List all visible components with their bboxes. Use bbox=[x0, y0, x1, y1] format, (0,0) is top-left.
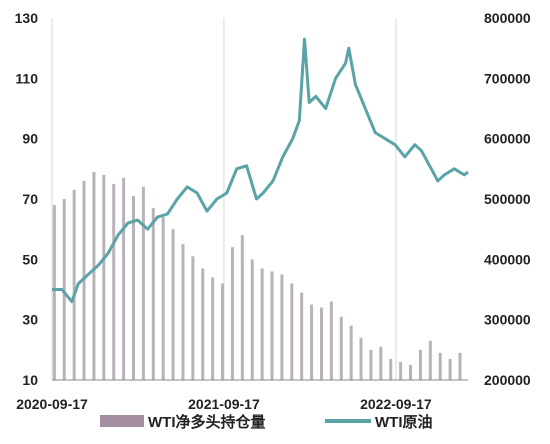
y-left-tick-label: 130 bbox=[15, 10, 39, 26]
bar bbox=[379, 346, 383, 380]
x-tick-label: 2022-09-17 bbox=[360, 396, 432, 412]
y-left-tick-label: 110 bbox=[15, 70, 38, 86]
y-right-tick-label: 800000 bbox=[484, 10, 531, 26]
right-axis: 200000 300000 400000 500000 600000 700000 8000… bbox=[484, 10, 531, 388]
legend-swatch-bar bbox=[100, 415, 144, 427]
bar bbox=[161, 217, 165, 380]
bar bbox=[141, 186, 145, 380]
line-wti-crude bbox=[52, 37, 469, 304]
bar bbox=[230, 247, 234, 380]
bar bbox=[389, 358, 393, 380]
y-right-tick-label: 300000 bbox=[484, 312, 531, 328]
x-tick-label: 2020-09-17 bbox=[16, 396, 88, 412]
bar bbox=[399, 361, 403, 380]
y-right-tick-label: 500000 bbox=[484, 191, 531, 207]
left-axis: 10 30 50 70 90 110 130 bbox=[15, 10, 39, 388]
legend: WTI净多头持仓量 WTI原油 bbox=[100, 413, 433, 431]
y-left-tick-label: 10 bbox=[22, 372, 38, 388]
bar bbox=[240, 235, 244, 380]
y-left-tick-label: 30 bbox=[22, 312, 38, 328]
bar bbox=[418, 349, 422, 380]
legend-label-line: WTI原油 bbox=[375, 413, 433, 431]
bar bbox=[438, 352, 442, 380]
y-left-tick-label: 50 bbox=[22, 251, 38, 267]
x-tick-label: 2021-09-17 bbox=[188, 396, 260, 412]
y-right-tick-label: 200000 bbox=[484, 372, 531, 388]
bar bbox=[72, 189, 76, 380]
bar bbox=[62, 199, 66, 380]
bar bbox=[359, 337, 363, 380]
y-right-tick-label: 400000 bbox=[484, 251, 531, 267]
bar bbox=[221, 283, 225, 380]
line-series-wti-crude bbox=[52, 37, 469, 304]
bar bbox=[369, 349, 373, 380]
bar bbox=[92, 171, 96, 380]
bar bbox=[300, 292, 304, 380]
bar bbox=[52, 205, 56, 380]
bar bbox=[270, 271, 274, 380]
bar bbox=[280, 274, 284, 380]
bar bbox=[151, 208, 155, 380]
bar bbox=[171, 229, 175, 380]
bar bbox=[250, 259, 254, 380]
bar bbox=[339, 316, 343, 380]
legend-label-bar: WTI净多头持仓量 bbox=[148, 413, 266, 431]
bar bbox=[211, 277, 215, 380]
bar bbox=[260, 268, 264, 380]
bar bbox=[191, 256, 195, 380]
y-right-tick-label: 600000 bbox=[484, 131, 531, 147]
bar bbox=[458, 352, 462, 380]
y-right-tick-label: 700000 bbox=[484, 70, 531, 86]
bar bbox=[310, 304, 314, 380]
bar-series-wti-net-long bbox=[52, 171, 462, 380]
x-axis-labels: 2020-09-17 2021-09-17 2022-09-17 bbox=[16, 396, 432, 412]
bar bbox=[102, 174, 106, 380]
bar bbox=[428, 340, 432, 380]
bar bbox=[181, 244, 185, 380]
bar bbox=[122, 177, 126, 380]
y-left-tick-label: 70 bbox=[22, 191, 38, 207]
bar bbox=[112, 183, 116, 380]
bar bbox=[201, 268, 205, 380]
bar bbox=[448, 358, 452, 380]
bar bbox=[329, 301, 333, 380]
bar bbox=[290, 283, 294, 380]
y-left-tick-label: 90 bbox=[22, 131, 38, 147]
bar bbox=[409, 364, 413, 380]
bar bbox=[319, 307, 323, 380]
bar bbox=[82, 180, 86, 380]
bar bbox=[349, 325, 353, 380]
bar bbox=[132, 195, 136, 380]
